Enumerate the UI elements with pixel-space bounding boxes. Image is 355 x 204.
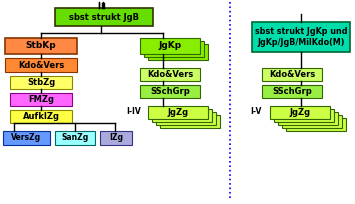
- Text: sbst strukt JgKp und
JgKp/JgB/MilKdo(M): sbst strukt JgKp und JgKp/JgB/MilKdo(M): [255, 27, 347, 47]
- FancyBboxPatch shape: [152, 109, 212, 122]
- FancyBboxPatch shape: [10, 76, 72, 89]
- FancyBboxPatch shape: [144, 41, 204, 57]
- FancyBboxPatch shape: [100, 131, 132, 145]
- Text: IZg: IZg: [109, 133, 123, 143]
- FancyBboxPatch shape: [5, 38, 77, 54]
- FancyBboxPatch shape: [262, 85, 322, 98]
- FancyBboxPatch shape: [286, 118, 346, 131]
- Text: JgKp: JgKp: [158, 41, 181, 51]
- Text: I-V: I-V: [250, 108, 262, 116]
- Text: sbst strukt JgB: sbst strukt JgB: [69, 12, 139, 21]
- FancyBboxPatch shape: [10, 110, 72, 123]
- Text: SanZg: SanZg: [61, 133, 89, 143]
- FancyBboxPatch shape: [160, 115, 220, 128]
- FancyBboxPatch shape: [5, 58, 77, 72]
- Text: I-IV: I-IV: [127, 108, 141, 116]
- FancyBboxPatch shape: [140, 85, 200, 98]
- FancyBboxPatch shape: [140, 68, 200, 81]
- FancyBboxPatch shape: [262, 68, 322, 81]
- FancyBboxPatch shape: [3, 131, 50, 145]
- FancyBboxPatch shape: [252, 22, 350, 52]
- FancyBboxPatch shape: [156, 112, 216, 125]
- FancyBboxPatch shape: [270, 106, 330, 119]
- Text: AufklZg: AufklZg: [22, 112, 60, 121]
- Text: Kdo&Vers: Kdo&Vers: [147, 70, 193, 79]
- Text: StbZg: StbZg: [27, 78, 55, 87]
- FancyBboxPatch shape: [148, 44, 208, 60]
- Text: SSchGrp: SSchGrp: [150, 87, 190, 96]
- Text: Kdo&Vers: Kdo&Vers: [269, 70, 315, 79]
- FancyBboxPatch shape: [55, 8, 153, 26]
- FancyBboxPatch shape: [55, 131, 95, 145]
- FancyBboxPatch shape: [278, 112, 338, 125]
- Text: Kdo&Vers: Kdo&Vers: [18, 61, 64, 70]
- FancyBboxPatch shape: [140, 38, 200, 54]
- FancyBboxPatch shape: [282, 115, 342, 128]
- Text: SSchGrp: SSchGrp: [272, 87, 312, 96]
- Text: JgZg: JgZg: [289, 108, 311, 117]
- Text: VersZg: VersZg: [11, 133, 42, 143]
- Text: FMZg: FMZg: [28, 95, 54, 104]
- Text: StbKp: StbKp: [26, 41, 56, 51]
- FancyBboxPatch shape: [148, 106, 208, 119]
- FancyBboxPatch shape: [274, 109, 334, 122]
- Text: JgZg: JgZg: [168, 108, 189, 117]
- FancyBboxPatch shape: [10, 93, 72, 106]
